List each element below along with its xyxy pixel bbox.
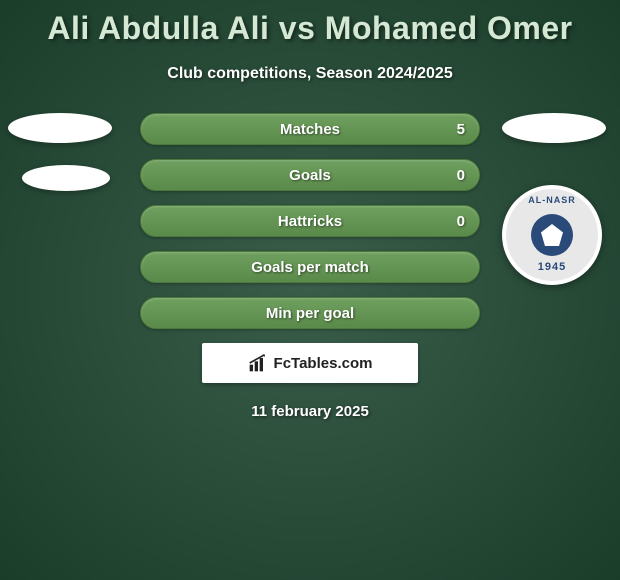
club-badge: AL-NASR 1945 [502, 185, 602, 285]
player-placeholder-ellipse [22, 165, 110, 191]
left-player-area [8, 113, 118, 213]
stat-label: Min per goal [266, 305, 354, 322]
player-placeholder-ellipse [502, 113, 606, 143]
right-player-area: AL-NASR 1945 [502, 113, 612, 285]
club-year-text: 1945 [538, 261, 566, 273]
footer-date: 11 february 2025 [0, 403, 620, 420]
comparison-subtitle: Club competitions, Season 2024/2025 [0, 65, 620, 83]
club-name-text: AL-NASR [528, 195, 576, 205]
player-placeholder-ellipse [8, 113, 112, 143]
stats-container: AL-NASR 1945 Matches 5 Goals 0 Hattricks… [0, 113, 620, 420]
stat-label: Hattricks [278, 213, 342, 230]
stat-row-goals: Goals 0 [140, 159, 480, 191]
brand-text: FcTables.com [274, 355, 373, 372]
stat-row-min-per-goal: Min per goal [140, 297, 480, 329]
stat-label: Matches [280, 121, 340, 138]
stat-row-matches: Matches 5 [140, 113, 480, 145]
comparison-title: Ali Abdulla Ali vs Mohamed Omer [0, 0, 620, 47]
stat-label: Goals [289, 167, 331, 184]
stat-row-hattricks: Hattricks 0 [140, 205, 480, 237]
stat-value: 0 [457, 213, 465, 230]
stat-row-goals-per-match: Goals per match [140, 251, 480, 283]
stat-value: 5 [457, 121, 465, 138]
stat-label: Goals per match [251, 259, 369, 276]
brand-watermark[interactable]: FcTables.com [202, 343, 418, 383]
bar-chart-icon [248, 353, 268, 373]
soccer-ball-icon [531, 214, 573, 256]
stat-value: 0 [457, 167, 465, 184]
